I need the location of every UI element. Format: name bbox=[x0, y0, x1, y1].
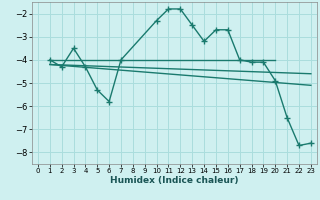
X-axis label: Humidex (Indice chaleur): Humidex (Indice chaleur) bbox=[110, 176, 239, 185]
